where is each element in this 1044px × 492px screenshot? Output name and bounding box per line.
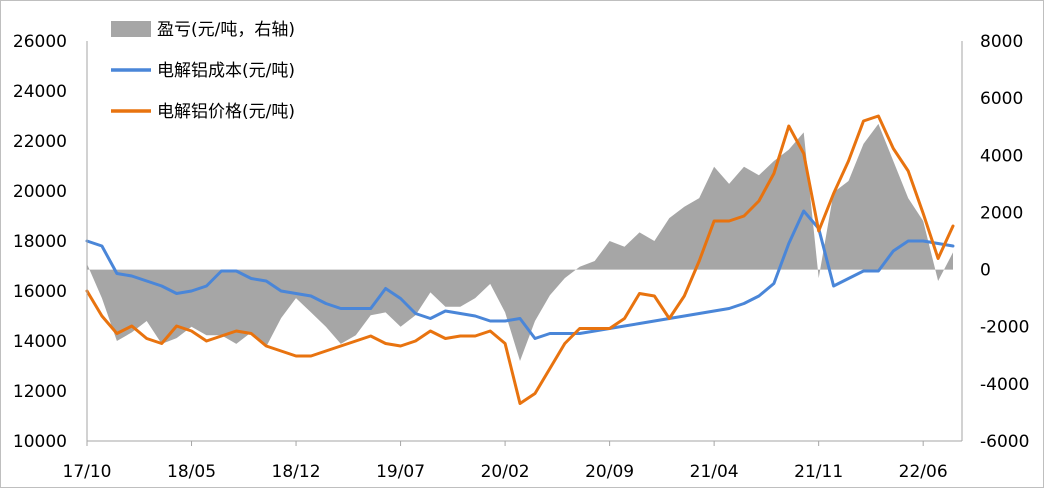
x-tick-label: 22/06 (899, 462, 948, 482)
y-left-tick-label: 20000 (13, 182, 67, 202)
x-tick-label: 21/11 (794, 462, 843, 482)
x-tick-label: 20/02 (481, 462, 530, 482)
legend-label-profit: 盈亏(元/吨，右轴) (157, 20, 295, 40)
x-tick-label: 18/12 (272, 462, 321, 482)
y-right-tick-label: 4000 (980, 146, 1023, 166)
y-left-tick-label: 12000 (13, 382, 67, 402)
y-left-tick-label: 10000 (13, 432, 67, 452)
profit-area (87, 123, 953, 362)
y-left-tick-label: 24000 (13, 82, 67, 102)
y-right-tick-label: 0 (980, 261, 991, 281)
y-left-tick-label: 22000 (13, 132, 67, 152)
axes-layer: 1000012000140001600018000200002200024000… (13, 32, 1030, 482)
y-left-tick-label: 18000 (13, 232, 67, 252)
y-right-tick-label: 2000 (980, 203, 1023, 223)
x-tick-label: 18/05 (167, 462, 216, 482)
price-line (85, 114, 955, 405)
cost-line (85, 209, 955, 340)
line-layer (85, 114, 955, 405)
y-right-tick-label: -4000 (980, 375, 1029, 395)
y-left-tick-label: 14000 (13, 332, 67, 352)
legend-label-cost: 电解铝成本(元/吨) (157, 61, 295, 81)
profit-area-layer (87, 123, 953, 362)
y-right-tick-label: 8000 (980, 32, 1023, 52)
y-right-tick-label: -6000 (980, 432, 1029, 452)
y-right-tick-label: -2000 (980, 318, 1029, 338)
legend: 盈亏(元/吨，右轴) 电解铝成本(元/吨) 电解铝价格(元/吨) (111, 20, 295, 122)
x-tick-label: 19/07 (376, 462, 425, 482)
x-tick-label: 20/09 (585, 462, 634, 482)
y-left-tick-label: 16000 (13, 282, 67, 302)
legend-label-price: 电解铝价格(元/吨) (157, 102, 295, 122)
legend-swatch-profit (111, 21, 151, 37)
x-tick-label: 17/10 (63, 462, 112, 482)
x-tick-label: 21/04 (690, 462, 739, 482)
y-left-tick-label: 26000 (13, 32, 67, 52)
y-right-tick-label: 6000 (980, 89, 1023, 109)
